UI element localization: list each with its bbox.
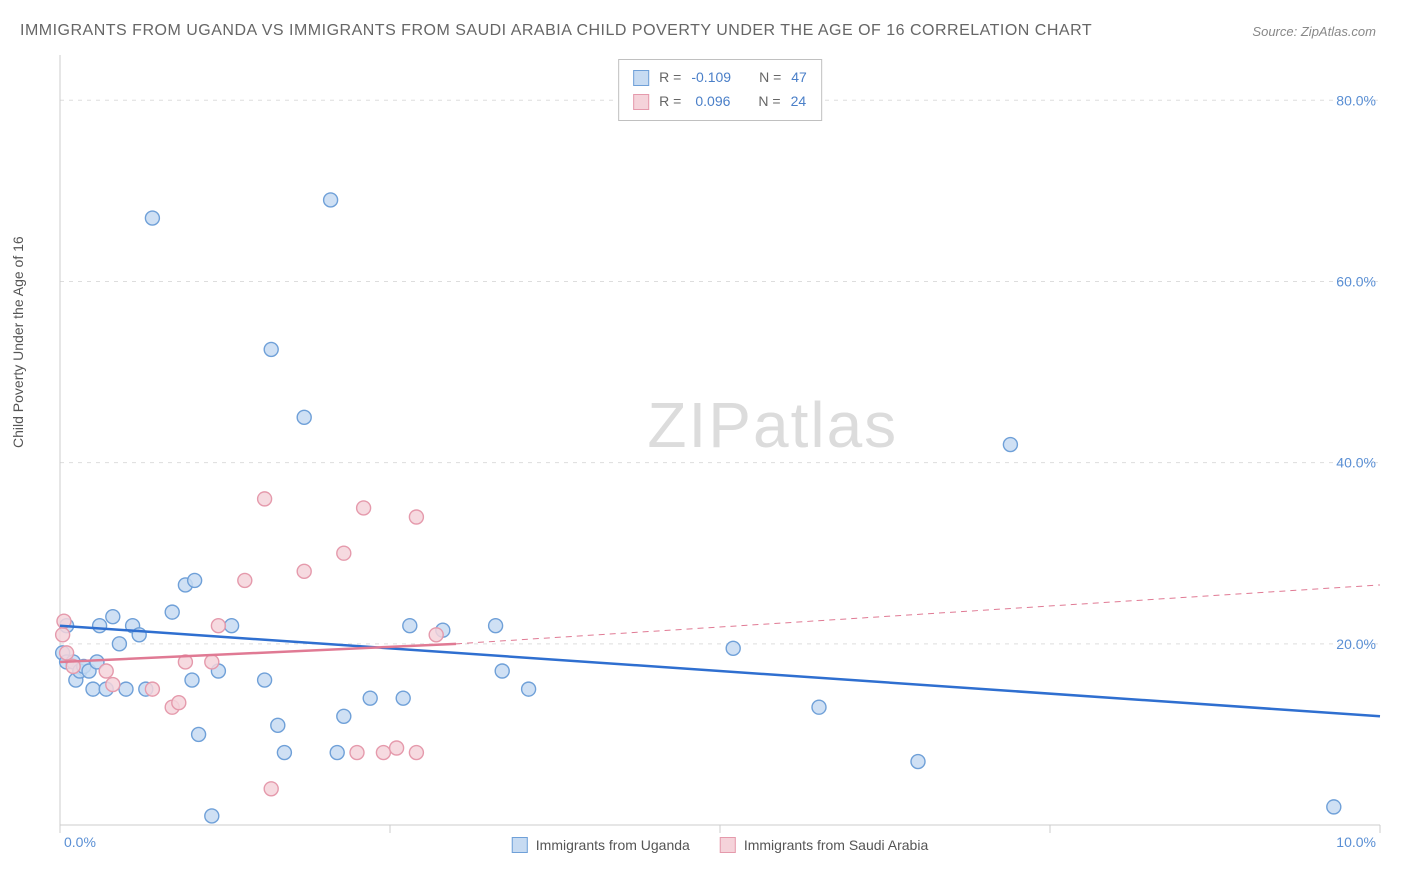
n-label-1: N = <box>758 90 780 114</box>
legend-swatch-uganda <box>512 837 528 853</box>
data-point <box>297 564 311 578</box>
data-point <box>324 193 338 207</box>
data-point <box>277 746 291 760</box>
data-point <box>56 628 70 642</box>
source-label: Source: <box>1252 24 1297 39</box>
data-point <box>350 746 364 760</box>
data-point <box>112 637 126 651</box>
data-point <box>522 682 536 696</box>
scatter-plot-svg: 20.0%40.0%60.0%80.0%0.0%10.0% <box>60 55 1380 825</box>
data-point <box>357 501 371 515</box>
data-point <box>726 641 740 655</box>
y-tick-label: 60.0% <box>1336 273 1376 289</box>
data-point <box>119 682 133 696</box>
data-point <box>238 573 252 587</box>
legend-item-uganda: Immigrants from Uganda <box>512 837 690 853</box>
swatch-uganda <box>633 70 649 86</box>
trend-line-uganda <box>60 626 1380 717</box>
data-point <box>429 628 443 642</box>
data-point <box>205 655 219 669</box>
data-point <box>225 619 239 633</box>
data-point <box>337 546 351 560</box>
data-point <box>172 696 186 710</box>
n-value-1: 24 <box>791 90 807 114</box>
data-point <box>403 619 417 633</box>
data-point <box>205 809 219 823</box>
data-point <box>185 673 199 687</box>
data-point <box>396 691 410 705</box>
data-point <box>376 746 390 760</box>
y-axis-label: Child Poverty Under the Age of 16 <box>10 236 26 448</box>
chart-title: IMMIGRANTS FROM UGANDA VS IMMIGRANTS FRO… <box>20 22 1092 40</box>
legend-swatch-saudi <box>720 837 736 853</box>
swatch-saudi <box>633 94 649 110</box>
data-point <box>86 682 100 696</box>
data-point <box>145 211 159 225</box>
data-point <box>409 746 423 760</box>
data-point <box>409 510 423 524</box>
data-point <box>258 673 272 687</box>
data-point <box>337 709 351 723</box>
x-tick-label-right: 10.0% <box>1336 834 1376 850</box>
r-label-0: R = <box>659 66 681 90</box>
data-point <box>495 664 509 678</box>
data-point <box>271 718 285 732</box>
chart-area: ZIPatlas R = -0.109 N = 47 R = 0.096 N =… <box>60 55 1380 825</box>
data-point <box>812 700 826 714</box>
data-point <box>489 619 503 633</box>
legend-label-saudi: Immigrants from Saudi Arabia <box>744 837 928 853</box>
data-point <box>188 573 202 587</box>
source-value: ZipAtlas.com <box>1301 24 1376 39</box>
data-point <box>165 605 179 619</box>
correlation-legend: R = -0.109 N = 47 R = 0.096 N = 24 <box>618 59 822 121</box>
y-tick-label: 20.0% <box>1336 636 1376 652</box>
data-point <box>363 691 377 705</box>
data-point <box>60 646 74 660</box>
r-label-1: R = <box>659 90 681 114</box>
data-point <box>99 664 113 678</box>
data-point <box>911 755 925 769</box>
n-label-0: N = <box>759 66 781 90</box>
data-point <box>1003 438 1017 452</box>
trend-line-saudi-dashed <box>456 585 1380 644</box>
data-point <box>390 741 404 755</box>
y-tick-label: 40.0% <box>1336 455 1376 471</box>
x-tick-label-left: 0.0% <box>64 834 96 850</box>
y-tick-label: 80.0% <box>1336 92 1376 108</box>
data-point <box>264 342 278 356</box>
data-point <box>258 492 272 506</box>
data-point <box>192 727 206 741</box>
data-point <box>330 746 344 760</box>
r-value-0: -0.109 <box>691 66 731 90</box>
series-legend: Immigrants from Uganda Immigrants from S… <box>502 837 938 853</box>
legend-row-saudi: R = 0.096 N = 24 <box>633 90 807 114</box>
data-point <box>264 782 278 796</box>
r-value-1: 0.096 <box>695 90 730 114</box>
legend-row-uganda: R = -0.109 N = 47 <box>633 66 807 90</box>
data-point <box>1327 800 1341 814</box>
data-point <box>106 610 120 624</box>
data-point <box>145 682 159 696</box>
data-point <box>211 619 225 633</box>
data-point <box>93 619 107 633</box>
data-point <box>297 410 311 424</box>
source-attribution: Source: ZipAtlas.com <box>1252 24 1376 39</box>
legend-item-saudi: Immigrants from Saudi Arabia <box>720 837 928 853</box>
data-point <box>106 678 120 692</box>
n-value-0: 47 <box>791 66 807 90</box>
legend-label-uganda: Immigrants from Uganda <box>536 837 690 853</box>
